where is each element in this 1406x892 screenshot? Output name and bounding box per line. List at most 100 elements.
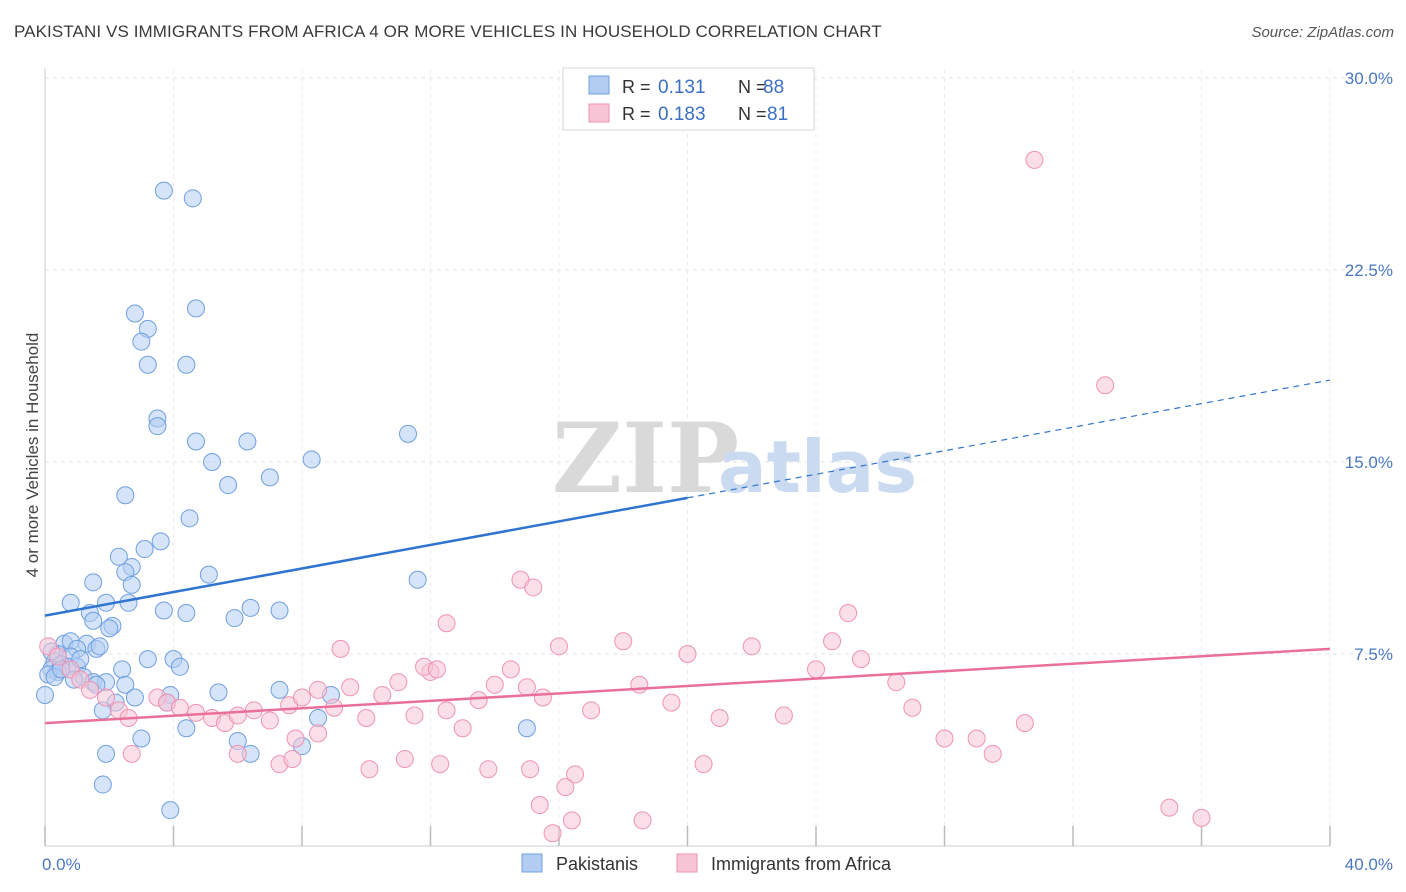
- point-pakistanis-26: [408, 570, 427, 589]
- legend-r-value-pakistanis: 0.131: [658, 77, 706, 98]
- legend-r-label-africa: R =: [622, 104, 651, 124]
- point-africa-78: [694, 755, 713, 774]
- point-pakistanis-59: [113, 660, 132, 679]
- point-pakistanis-5: [132, 332, 151, 351]
- point-africa-25: [373, 685, 392, 704]
- point-africa-48: [887, 673, 906, 692]
- point-pakistanis-14: [399, 424, 418, 443]
- point-africa-33: [501, 660, 520, 679]
- legend-n-value-pakistanis: 88: [763, 77, 784, 98]
- y-axis-label: 4 or more Vehicles in Household: [23, 333, 42, 578]
- watermark: ZIP atlas: [552, 402, 917, 515]
- point-pakistanis-15: [260, 468, 279, 487]
- point-africa-18: [260, 711, 279, 730]
- point-africa-35: [533, 688, 552, 707]
- x-tick-label-1: 40.0%: [1345, 855, 1393, 874]
- point-africa-77: [543, 824, 562, 843]
- point-pakistanis-64: [116, 675, 135, 694]
- point-africa-42: [710, 709, 729, 727]
- point-africa-44: [774, 706, 793, 725]
- point-pakistanis-32: [154, 601, 173, 620]
- trend-line-pakistanis: [44, 496, 688, 617]
- point-pakistanis-25: [199, 565, 218, 584]
- point-pakistanis-56: [138, 650, 157, 669]
- point-pakistanis-78: [132, 729, 151, 748]
- point-pakistanis-47: [90, 637, 109, 656]
- point-africa-73: [556, 778, 575, 797]
- legend-swatch-pakistanis: [588, 75, 610, 95]
- grid-lines: [45, 70, 1390, 846]
- point-africa-74: [530, 796, 549, 815]
- point-africa-27: [405, 706, 424, 725]
- point-africa-45: [807, 660, 825, 679]
- point-pakistanis-6: [138, 355, 157, 374]
- point-africa-51: [967, 729, 986, 748]
- watermark-atlas: atlas: [718, 425, 917, 509]
- chart-title: PAKISTANI VS IMMIGRANTS FROM AFRICA 4 OR…: [14, 22, 882, 41]
- point-pakistanis-74: [125, 688, 144, 707]
- point-pakistanis-66: [209, 683, 228, 702]
- point-pakistanis-11: [238, 432, 257, 451]
- point-africa-20: [293, 688, 311, 707]
- point-africa-66: [283, 749, 302, 768]
- point-pakistanis-19: [151, 532, 170, 551]
- point-pakistanis-36: [225, 609, 244, 628]
- trend-line-africa: [44, 647, 1331, 725]
- point-pakistanis-20: [109, 547, 128, 566]
- point-africa-32: [485, 675, 504, 694]
- point-africa-80: [851, 650, 870, 669]
- point-africa-7: [97, 688, 116, 707]
- y-tick-label-1: 15.0%: [1345, 453, 1393, 472]
- point-africa-64: [228, 744, 247, 763]
- point-africa-39: [630, 675, 649, 694]
- point-pakistanis-13: [302, 450, 321, 469]
- legend-swatch-africa: [588, 103, 610, 123]
- point-pakistanis-80: [97, 744, 116, 763]
- point-africa-58: [437, 614, 456, 633]
- point-pakistanis-84: [161, 801, 180, 820]
- legend-r-label-pakistanis: R =: [622, 77, 651, 97]
- point-africa-53: [1015, 714, 1034, 733]
- point-africa-70: [479, 760, 498, 779]
- point-pakistanis-83: [93, 775, 112, 794]
- point-africa-6: [80, 680, 99, 699]
- point-africa-1: [1096, 376, 1115, 395]
- legend-top: R = 0.131 N = 88 R = 0.183 N = 81: [562, 67, 815, 131]
- point-pakistanis-67: [270, 680, 289, 699]
- point-pakistanis-76: [177, 719, 196, 738]
- point-africa-30: [453, 719, 472, 738]
- point-pakistanis-17: [116, 486, 135, 505]
- point-africa-47: [839, 604, 858, 623]
- trend-line-pakistanis-extension: [687, 379, 1331, 499]
- point-africa-71: [521, 760, 540, 779]
- point-africa-62: [286, 729, 305, 748]
- point-africa-68: [395, 749, 414, 768]
- y-tick-label-2: 22.5%: [1345, 261, 1393, 280]
- point-pakistanis-35: [270, 601, 289, 620]
- point-africa-69: [431, 755, 450, 774]
- y-tick-label-3: 30.0%: [1345, 69, 1393, 88]
- point-africa-26: [389, 673, 408, 692]
- source-label: Source: ZipAtlas.com: [1251, 24, 1394, 41]
- point-pakistanis-75: [309, 709, 328, 727]
- point-pakistanis-21: [135, 540, 154, 559]
- bottom-legend-swatch-pakistanis: [521, 853, 543, 873]
- point-africa-54: [1160, 798, 1179, 817]
- point-africa-0: [1025, 150, 1044, 169]
- point-pakistanis-12: [203, 453, 222, 471]
- point-pakistanis-58: [170, 657, 189, 676]
- point-africa-40: [662, 693, 681, 712]
- legend-r-value-africa: 0.183: [658, 104, 706, 125]
- point-africa-24: [357, 709, 376, 727]
- point-africa-52: [983, 744, 1002, 763]
- point-africa-55: [1192, 808, 1211, 827]
- bottom-legend-label-africa: Immigrants from Africa: [711, 854, 892, 874]
- point-pakistanis-9: [148, 417, 167, 436]
- tick-labels: 7.5% 15.0% 22.5% 30.0% 0.0% 40.0%: [42, 69, 1393, 874]
- point-pakistanis-16: [219, 476, 238, 495]
- y-tick-label-0: 7.5%: [1354, 645, 1393, 664]
- series-africa-points: [39, 150, 1211, 843]
- point-pakistanis-27: [122, 575, 141, 594]
- point-pakistanis-70: [36, 685, 54, 704]
- point-pakistanis-34: [241, 598, 260, 617]
